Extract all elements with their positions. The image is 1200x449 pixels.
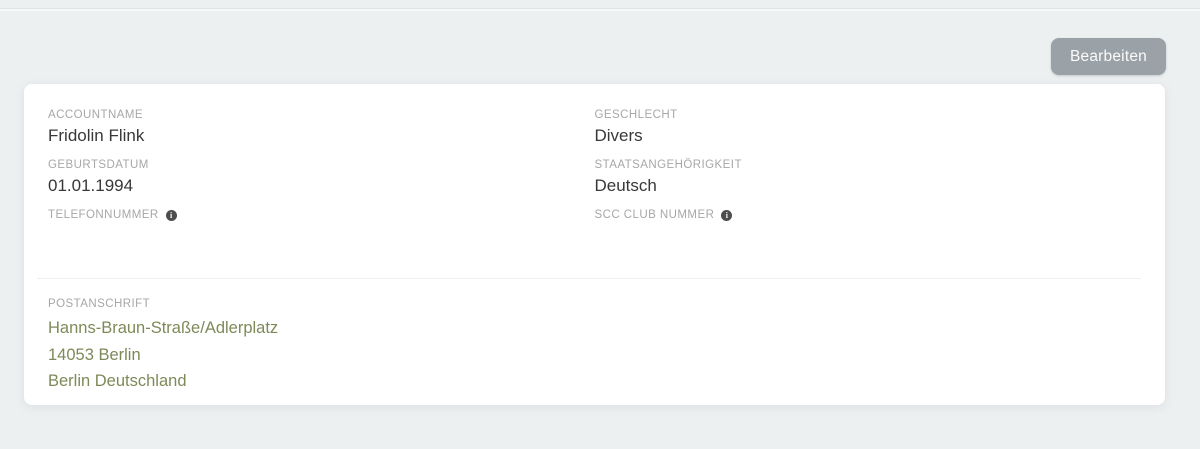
field-telefonnummer: TELEFONNUMMER i [48,208,595,222]
profile-column-left: ACCOUNTNAME Fridolin Flink GEBURTSDATUM … [48,108,595,234]
field-label: STAATSANGEHÖRIGKEIT [594,159,742,171]
profile-card: ACCOUNTNAME Fridolin Flink GEBURTSDATUM … [24,84,1165,405]
field-label: GEBURTSDATUM [48,159,149,171]
field-staatsangehoerigkeit: STAATSANGEHÖRIGKEIT Deutsch [595,158,1142,196]
field-value: Divers [594,126,643,145]
header-divider-glow [0,9,1200,11]
field-accountname: ACCOUNTNAME Fridolin Flink [48,108,595,146]
header-divider [0,8,1200,9]
profile-fields-grid: ACCOUNTNAME Fridolin Flink GEBURTSDATUM … [48,108,1141,234]
field-value: 01.01.1994 [48,176,134,195]
info-icon[interactable]: i [721,209,733,221]
field-value: Fridolin Flink [48,126,145,145]
field-label: TELEFONNUMMER [48,209,159,221]
info-icon[interactable]: i [165,209,177,221]
field-geburtsdatum: GEBURTSDATUM 01.01.1994 [48,158,595,196]
postal-address-section: POSTANSCHRIFT Hanns-Braun-Straße/Adlerpl… [48,297,1141,395]
address-line: Hanns-Braun-Straße/Adlerplatz [48,319,279,337]
field-label: SCC CLUB NUMMER [594,209,715,221]
field-label: GESCHLECHT [594,109,678,121]
section-divider [37,278,1141,279]
address-line: 14053 Berlin [48,345,141,364]
field-label: ACCOUNTNAME [48,109,144,121]
address-line: Berlin Deutschland [48,372,187,390]
field-geschlecht: GESCHLECHT Divers [595,108,1142,146]
profile-column-right: GESCHLECHT Divers STAATSANGEHÖRIGKEIT De… [595,108,1142,234]
address-label: POSTANSCHRIFT [48,298,151,310]
edit-button[interactable]: Bearbeiten [1051,38,1166,75]
field-value: Deutsch [594,176,657,195]
field-scc-club-nummer: SCC CLUB NUMMER i [595,208,1142,222]
